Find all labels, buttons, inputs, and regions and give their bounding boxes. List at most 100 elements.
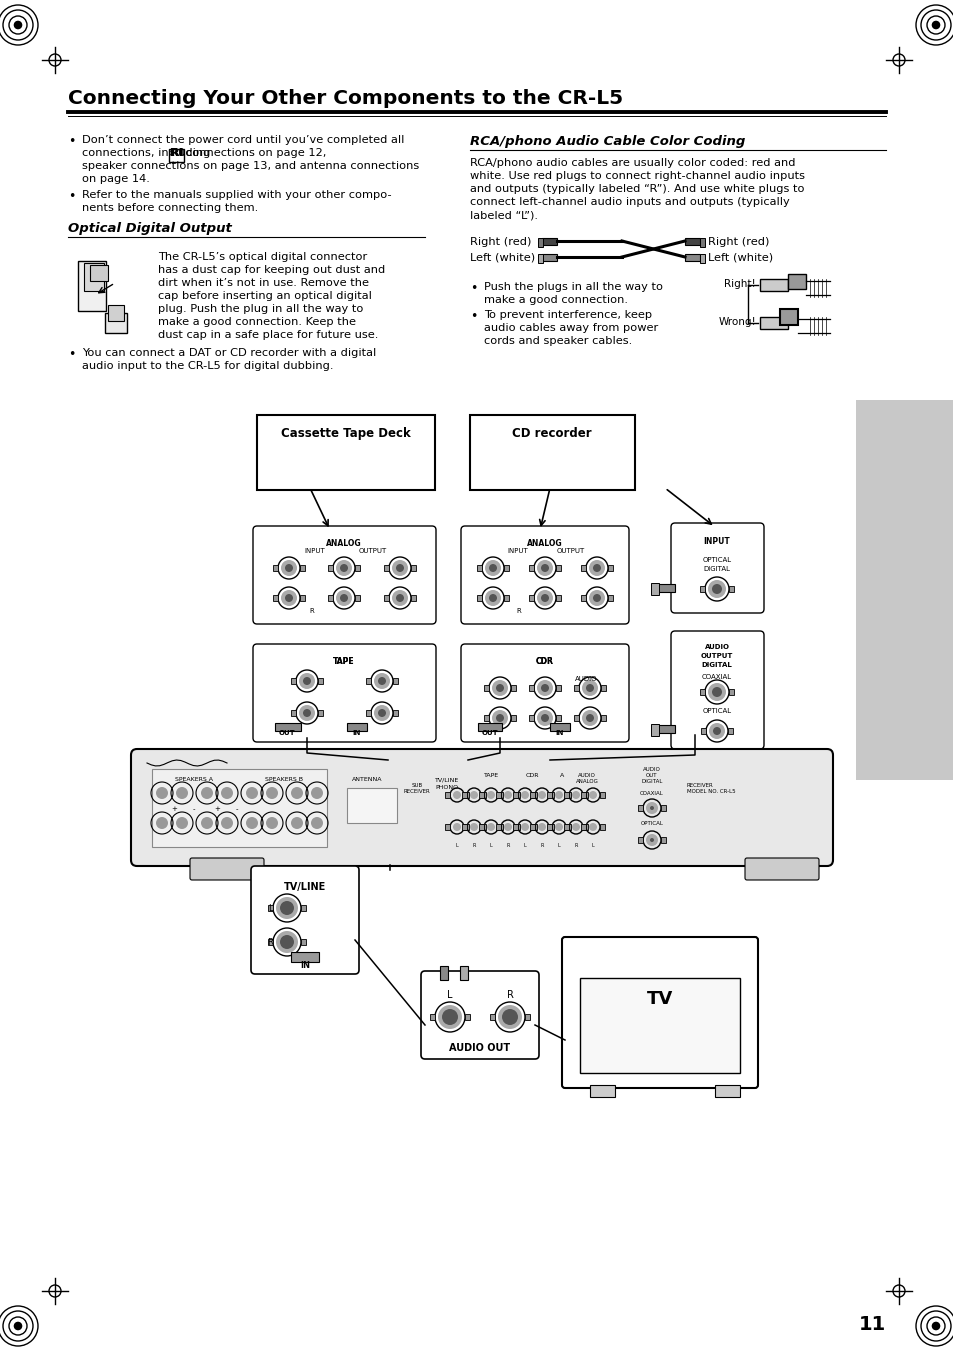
- Circle shape: [520, 823, 529, 831]
- Circle shape: [540, 563, 548, 571]
- Bar: [355, 565, 359, 571]
- Bar: [657, 725, 675, 734]
- Bar: [589, 1085, 615, 1097]
- Text: Don’t connect the power cord until you’ve completed all: Don’t connect the power cord until you’v…: [82, 135, 404, 145]
- Text: plug. Push the plug in all the way to: plug. Push the plug in all the way to: [158, 304, 363, 313]
- Circle shape: [298, 673, 314, 689]
- Circle shape: [470, 790, 477, 798]
- Bar: [439, 966, 448, 979]
- Circle shape: [221, 817, 233, 830]
- Text: L: L: [523, 843, 526, 848]
- Bar: [700, 586, 704, 592]
- Bar: [638, 805, 642, 811]
- Bar: [541, 238, 557, 245]
- Bar: [478, 824, 483, 830]
- Circle shape: [311, 817, 323, 830]
- Bar: [483, 715, 489, 721]
- FancyBboxPatch shape: [460, 644, 628, 742]
- Bar: [700, 689, 704, 694]
- Text: dirt when it’s not in use. Remove the: dirt when it’s not in use. Remove the: [158, 278, 369, 288]
- Bar: [291, 678, 295, 684]
- Circle shape: [392, 590, 408, 607]
- Bar: [524, 1015, 530, 1020]
- Bar: [90, 265, 108, 281]
- Bar: [393, 711, 397, 716]
- Bar: [787, 274, 805, 289]
- Bar: [529, 685, 534, 690]
- Text: DIGITAL: DIGITAL: [700, 662, 732, 667]
- Bar: [600, 685, 605, 690]
- Circle shape: [649, 807, 654, 811]
- Bar: [532, 824, 537, 830]
- Circle shape: [501, 1009, 517, 1025]
- Circle shape: [555, 823, 562, 831]
- Circle shape: [492, 680, 507, 696]
- Circle shape: [492, 711, 507, 725]
- Text: INPUT: INPUT: [703, 536, 730, 546]
- Bar: [461, 824, 467, 830]
- Bar: [478, 792, 483, 798]
- Bar: [476, 594, 481, 601]
- Bar: [660, 805, 665, 811]
- Bar: [152, 769, 327, 847]
- Text: connect left-channel audio inputs and outputs (typically: connect left-channel audio inputs and ou…: [470, 197, 789, 207]
- Circle shape: [484, 561, 500, 576]
- Text: -: -: [235, 807, 238, 812]
- Text: cap before inserting an optical digital: cap before inserting an optical digital: [158, 290, 372, 301]
- Text: CDR: CDR: [525, 773, 538, 778]
- Circle shape: [585, 713, 594, 721]
- Text: •: •: [68, 349, 75, 361]
- FancyBboxPatch shape: [253, 644, 436, 742]
- Text: OPTICAL: OPTICAL: [639, 821, 662, 825]
- Bar: [660, 838, 665, 843]
- Bar: [328, 594, 333, 601]
- Bar: [444, 792, 450, 798]
- Bar: [513, 792, 517, 798]
- Bar: [274, 723, 301, 731]
- Bar: [78, 261, 106, 311]
- Bar: [728, 586, 733, 592]
- Bar: [461, 792, 467, 798]
- Circle shape: [711, 584, 721, 594]
- Bar: [317, 678, 323, 684]
- Circle shape: [537, 711, 553, 725]
- Bar: [529, 715, 534, 721]
- Circle shape: [266, 788, 277, 798]
- Circle shape: [537, 561, 553, 576]
- Circle shape: [275, 931, 297, 952]
- Circle shape: [441, 1009, 457, 1025]
- Bar: [537, 238, 542, 247]
- Text: The CR-L5’s optical digital connector: The CR-L5’s optical digital connector: [158, 253, 367, 262]
- Text: TV/LINE: TV/LINE: [284, 882, 326, 892]
- Bar: [497, 792, 502, 798]
- Bar: [556, 715, 560, 721]
- Circle shape: [537, 790, 545, 798]
- Circle shape: [339, 594, 348, 603]
- Text: CDR: CDR: [536, 657, 554, 666]
- FancyBboxPatch shape: [744, 858, 818, 880]
- Bar: [268, 939, 273, 944]
- Circle shape: [281, 561, 296, 576]
- Bar: [299, 594, 305, 601]
- Text: SUB
RECEIVER: SUB RECEIVER: [403, 784, 430, 794]
- Text: OUT: OUT: [481, 730, 497, 736]
- Bar: [714, 1085, 740, 1097]
- Circle shape: [339, 563, 348, 571]
- Circle shape: [266, 817, 277, 830]
- Circle shape: [303, 709, 311, 717]
- Bar: [490, 1015, 495, 1020]
- Text: Right (red): Right (red): [707, 236, 768, 247]
- Bar: [580, 594, 585, 601]
- Text: audio cables away from power: audio cables away from power: [483, 323, 658, 332]
- Circle shape: [588, 823, 597, 831]
- Text: OPTICAL: OPTICAL: [701, 708, 731, 713]
- Text: R: R: [517, 608, 521, 613]
- Circle shape: [175, 788, 188, 798]
- Text: •: •: [68, 190, 75, 203]
- Text: COAXIAL: COAXIAL: [639, 790, 663, 796]
- Bar: [444, 824, 450, 830]
- Bar: [530, 824, 535, 830]
- Circle shape: [335, 561, 352, 576]
- Bar: [548, 824, 554, 830]
- Circle shape: [708, 723, 724, 739]
